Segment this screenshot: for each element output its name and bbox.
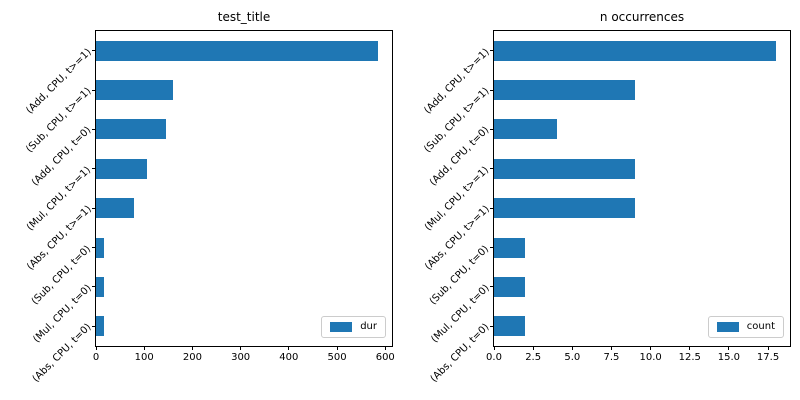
plot-area [493, 30, 791, 347]
y-tick-mark [490, 128, 494, 130]
legend-label: count [746, 321, 775, 332]
y-tick-mark [92, 128, 96, 130]
y-tick-mark [490, 50, 494, 52]
x-tick-label: 600 [375, 352, 395, 363]
y-tick-mark [92, 207, 96, 209]
y-tick-mark [92, 325, 96, 327]
x-tick-label: 500 [327, 352, 347, 363]
bar [494, 40, 776, 61]
bar [96, 80, 174, 101]
x-tick-label: 17.5 [756, 352, 780, 363]
legend: dur [321, 316, 386, 338]
bar [96, 198, 134, 219]
x-tick-mark [384, 346, 386, 350]
y-tick-mark [92, 89, 96, 91]
y-tick-mark [490, 325, 494, 327]
bar [96, 316, 105, 337]
legend: count [707, 316, 784, 338]
x-tick-mark [571, 346, 573, 350]
x-tick-mark [610, 346, 612, 350]
x-tick-mark [493, 346, 495, 350]
y-tick-mark [490, 168, 494, 170]
x-tick-label: 7.5 [603, 352, 620, 363]
x-tick-mark [191, 346, 193, 350]
bar [494, 316, 526, 337]
x-tick-label: 100 [134, 352, 154, 363]
y-tick-label: (Add, CPU, t>=1) [24, 46, 94, 116]
x-tick-label: 300 [231, 352, 251, 363]
y-tick-label: (Add, CPU, t>=1) [422, 46, 492, 116]
y-tick-mark [490, 207, 494, 209]
x-tick-mark [728, 346, 730, 350]
bar [96, 119, 166, 140]
x-tick-mark [767, 346, 769, 350]
x-tick-label: 15.0 [717, 352, 741, 363]
y-tick-mark [490, 89, 494, 91]
bar [96, 40, 379, 61]
y-tick-mark [92, 247, 96, 249]
x-tick-mark [532, 346, 534, 350]
x-tick-label: 12.5 [678, 352, 701, 363]
chart-dur: test_title dur 0 100 200 300 400 500 600 (Add, … [24, 10, 395, 385]
bar [494, 158, 635, 179]
legend-color-patch [716, 322, 739, 332]
plot-area [95, 30, 393, 347]
x-tick-label: 2.5 [525, 352, 542, 363]
x-tick-label: 400 [279, 352, 299, 363]
y-tick-mark [490, 286, 494, 288]
x-tick-label: 5.0 [564, 352, 581, 363]
bar [96, 237, 105, 258]
chart-title: n occurrences [599, 10, 685, 24]
bar [494, 276, 526, 297]
bar [96, 276, 105, 297]
x-tick-mark [143, 346, 145, 350]
bar [494, 198, 635, 219]
chart-title: test_title [217, 10, 271, 24]
x-tick-label: 10.0 [639, 352, 662, 363]
bar [494, 119, 557, 140]
x-tick-mark [336, 346, 338, 350]
x-tick-mark [95, 346, 97, 350]
y-tick-mark [92, 50, 96, 52]
bar [96, 158, 148, 179]
x-tick-label: 200 [182, 352, 202, 363]
y-tick-mark [490, 247, 494, 249]
bar [494, 80, 635, 101]
legend-label: dur [360, 321, 377, 332]
y-tick-mark [92, 286, 96, 288]
x-tick-label: 0 [92, 352, 100, 363]
x-tick-label: 0.0 [486, 352, 502, 363]
legend-color-patch [330, 322, 353, 332]
x-tick-mark [240, 346, 242, 350]
chart-count: n occurrences count 0.0 2.5 5.0 7.5 10.0 12.5… [422, 10, 791, 385]
bar [494, 237, 526, 258]
x-tick-mark [689, 346, 691, 350]
x-tick-mark [650, 346, 652, 350]
x-tick-mark [288, 346, 290, 350]
y-tick-mark [92, 168, 96, 170]
